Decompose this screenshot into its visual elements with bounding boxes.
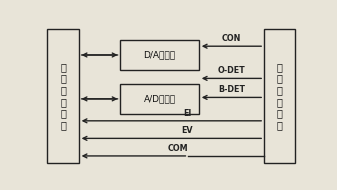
Text: CON: CON bbox=[222, 34, 241, 43]
Text: EI: EI bbox=[183, 109, 191, 118]
Bar bbox=[264, 29, 296, 163]
Text: 微
机
控
制
单
元: 微 机 控 制 单 元 bbox=[60, 62, 66, 130]
Text: B-DET: B-DET bbox=[218, 85, 245, 94]
Text: A/D转换器: A/D转换器 bbox=[144, 94, 176, 103]
Text: COM: COM bbox=[167, 144, 188, 153]
Text: D/A转换器: D/A转换器 bbox=[144, 51, 176, 59]
Bar bbox=[47, 29, 79, 163]
Bar bbox=[121, 84, 199, 113]
Text: O-DET: O-DET bbox=[218, 66, 245, 75]
Bar bbox=[121, 40, 199, 70]
Text: EV: EV bbox=[181, 126, 193, 135]
Text: 微
波
发
生
单
元: 微 波 发 生 单 元 bbox=[277, 62, 283, 130]
